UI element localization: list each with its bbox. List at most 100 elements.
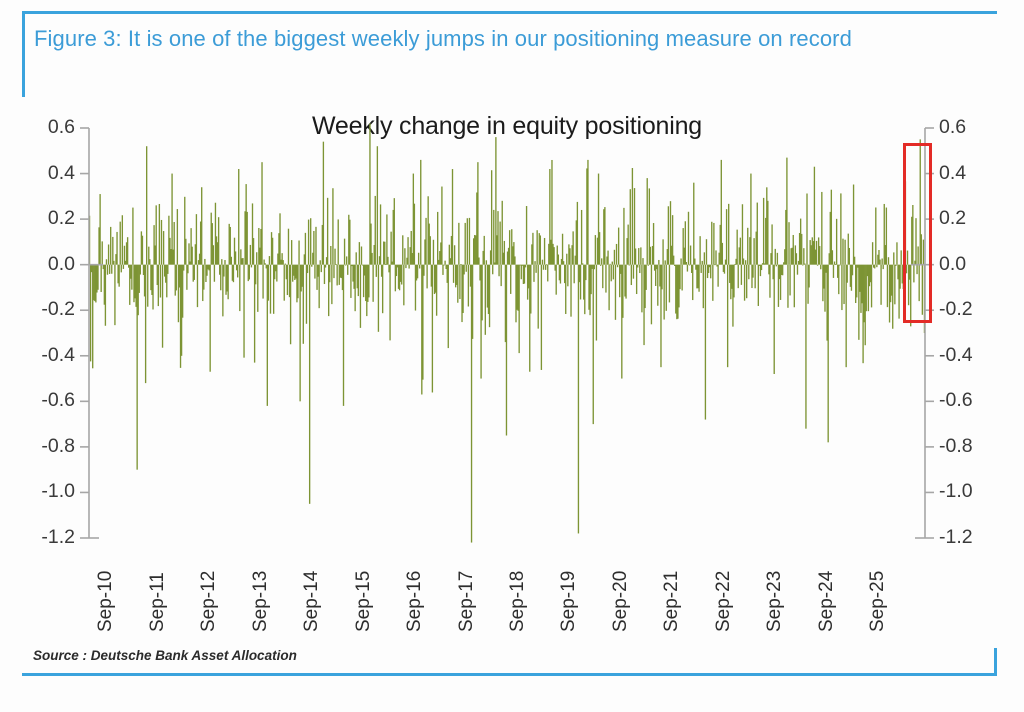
bar — [167, 264, 169, 274]
bar — [539, 235, 542, 265]
bar — [823, 264, 825, 289]
source-note: Source : Deutsche Bank Asset Allocation — [33, 648, 297, 663]
bar — [540, 264, 543, 370]
bar — [292, 264, 294, 282]
bar — [452, 264, 455, 283]
bar — [360, 246, 363, 265]
bar — [777, 264, 780, 307]
bar — [659, 264, 661, 287]
bar — [646, 178, 648, 265]
bar — [751, 264, 753, 289]
bar — [828, 253, 830, 265]
bar — [379, 204, 382, 265]
bar — [155, 205, 157, 265]
bar — [237, 264, 239, 278]
bar — [510, 264, 512, 294]
bar — [702, 264, 704, 309]
bar — [140, 231, 143, 265]
x-axis-tick-label: Sep-15 — [352, 570, 374, 632]
bar — [341, 264, 344, 291]
bar — [725, 209, 728, 265]
bar — [833, 261, 836, 265]
bar — [290, 240, 293, 265]
bar — [468, 217, 471, 265]
bar — [169, 237, 171, 265]
bar — [134, 264, 136, 299]
bar — [583, 264, 585, 300]
bar — [644, 264, 646, 309]
bar — [194, 244, 197, 265]
bar — [532, 232, 534, 265]
bar — [733, 264, 735, 298]
bar — [198, 253, 201, 265]
bar — [479, 264, 481, 281]
bar — [342, 264, 345, 406]
bar — [271, 237, 274, 265]
bar — [825, 264, 827, 273]
bar — [387, 256, 389, 265]
bar — [489, 250, 492, 265]
y-axis-left-tick-label: -1.0 — [41, 480, 75, 503]
bar — [688, 264, 691, 266]
bar — [732, 264, 734, 327]
bar — [651, 246, 654, 265]
bar — [670, 245, 673, 265]
figure-border-top — [22, 11, 997, 14]
bar — [413, 203, 416, 265]
bar — [752, 264, 754, 278]
bar — [398, 264, 401, 291]
bar — [892, 264, 894, 329]
bar — [284, 263, 286, 265]
bar — [137, 264, 139, 316]
bar — [494, 262, 496, 265]
bar — [667, 206, 670, 265]
bar — [601, 258, 603, 265]
bar — [234, 251, 237, 265]
bar — [661, 264, 663, 290]
bar — [807, 264, 809, 304]
bar — [621, 264, 623, 379]
bar — [797, 260, 800, 265]
bar — [499, 221, 501, 265]
bar — [511, 229, 513, 265]
bar — [376, 146, 379, 265]
x-axis-tick-label: Sep-21 — [661, 570, 683, 632]
bar — [719, 224, 721, 265]
bar — [466, 218, 468, 265]
bar — [358, 242, 361, 265]
bar — [829, 211, 831, 265]
bar — [695, 264, 697, 270]
bar — [793, 264, 795, 308]
bar — [517, 264, 519, 311]
bar — [96, 264, 98, 293]
bar — [374, 195, 376, 265]
bar — [657, 264, 659, 306]
bar — [616, 264, 619, 268]
bar — [785, 209, 787, 265]
bar — [299, 264, 301, 402]
bar — [580, 209, 583, 265]
bar — [606, 256, 608, 265]
bar — [171, 173, 173, 265]
bar — [625, 264, 627, 299]
bar — [803, 248, 805, 265]
bar — [191, 246, 193, 265]
bar — [168, 215, 170, 265]
bar — [264, 263, 266, 265]
bar — [199, 221, 202, 265]
bar — [321, 224, 324, 265]
bar — [470, 264, 473, 543]
bar — [787, 264, 789, 308]
bar — [338, 264, 340, 285]
bar — [333, 264, 335, 279]
bar — [701, 260, 703, 265]
bar — [202, 264, 204, 302]
bar — [115, 254, 117, 265]
bar — [350, 264, 352, 298]
bar — [232, 264, 235, 283]
bar — [900, 250, 902, 265]
bar — [703, 252, 706, 265]
bar — [749, 237, 751, 265]
bar — [230, 256, 233, 265]
bar — [587, 159, 589, 265]
